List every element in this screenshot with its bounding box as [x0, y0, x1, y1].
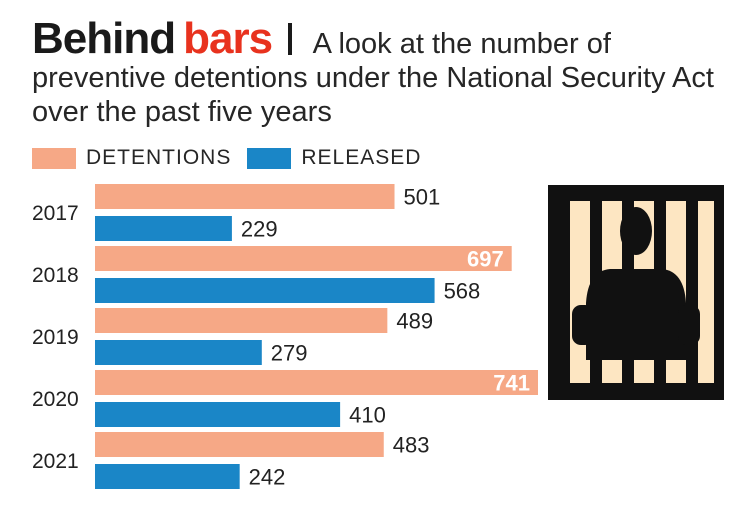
- value-label-detentions-2020: 741: [493, 371, 530, 396]
- jail-bars-icon: [548, 185, 724, 400]
- value-label-detentions-2021: 483: [393, 433, 430, 458]
- category-label-2017: 2017: [32, 202, 79, 225]
- bar-detentions-2017: [95, 184, 395, 209]
- value-label-detentions-2017: 501: [404, 185, 441, 210]
- value-label-released-2018: 568: [444, 279, 481, 304]
- category-label-2018: 2018: [32, 264, 79, 287]
- legend-item-released: RELEASED: [247, 146, 421, 170]
- category-label-2019: 2019: [32, 326, 79, 349]
- bar-released-2019: [95, 340, 262, 365]
- category-label-2021: 2021: [32, 450, 79, 473]
- value-label-released-2020: 410: [349, 403, 386, 428]
- bar-released-2018: [95, 278, 435, 303]
- title-line: Behind bars A look at the number of: [32, 17, 732, 61]
- chart-title-accent: bars: [183, 14, 273, 63]
- value-label-released-2017: 229: [241, 217, 278, 242]
- chart-title: Behind: [32, 14, 176, 63]
- bar-detentions-2019: [95, 308, 388, 333]
- legend-swatch-released: [247, 147, 292, 169]
- chart-header: Behind bars A look at the number of prev…: [32, 17, 732, 129]
- category-label-2020: 2020: [32, 388, 79, 411]
- legend-item-detentions: DETENTIONS: [32, 146, 231, 170]
- value-label-released-2021: 242: [249, 465, 286, 490]
- subtitle-first-line: A look at the number of: [312, 28, 611, 60]
- chart-subtitle: preventive detentions under the National…: [32, 62, 714, 128]
- value-label-detentions-2018: 697: [467, 247, 504, 272]
- bar-released-2017: [95, 216, 232, 241]
- legend-label-detentions: DETENTIONS: [86, 146, 232, 169]
- chart-legend: DETENTIONS RELEASED: [32, 146, 437, 170]
- bar-detentions-2021: [95, 432, 384, 457]
- bar-released-2021: [95, 464, 240, 489]
- title-separator: [288, 23, 293, 55]
- bar-detentions-2018: [95, 246, 512, 271]
- value-label-detentions-2019: 489: [396, 309, 433, 334]
- value-label-released-2019: 279: [271, 341, 308, 366]
- legend-label-released: RELEASED: [301, 146, 422, 169]
- bar-released-2020: [95, 402, 341, 427]
- legend-swatch-detentions: [32, 147, 76, 169]
- bar-detentions-2020: [95, 370, 538, 395]
